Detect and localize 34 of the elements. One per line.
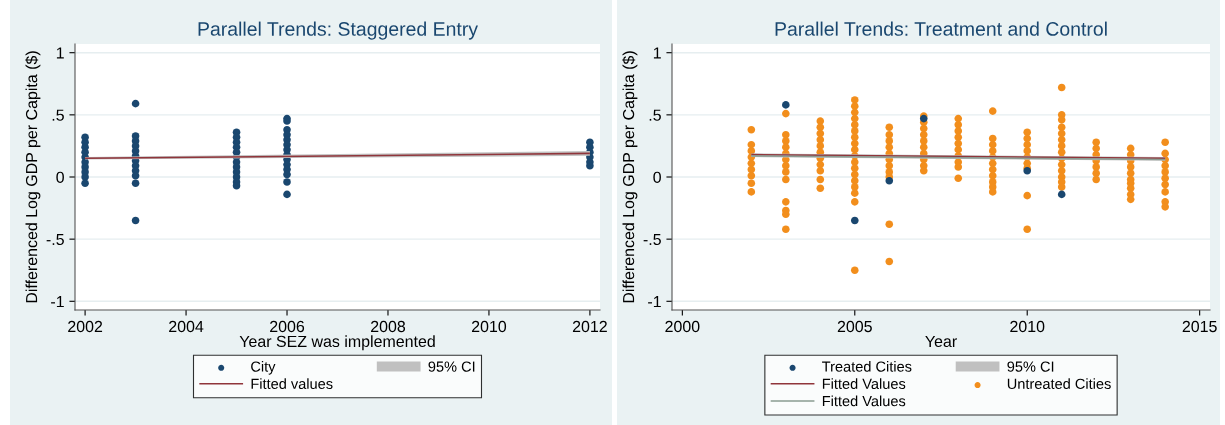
y-tick-label: 0	[653, 171, 661, 183]
legend-label: 95% CI	[1007, 361, 1054, 372]
y-tick-label: 1	[653, 47, 661, 59]
x-tick-label: 2005	[837, 320, 872, 333]
y-tick-label: .5	[649, 109, 661, 121]
x-tick-label: 2010	[1010, 320, 1045, 333]
y-tick-label: -1	[51, 296, 64, 308]
y-tick-label: -.5	[643, 233, 661, 246]
y-tick-label: .5	[52, 109, 64, 121]
x-tick-label: 2002	[68, 320, 103, 333]
y-tick-label: 0	[56, 171, 64, 183]
x-tick-label: 2006	[270, 320, 305, 333]
x-tick-label: 2004	[169, 320, 204, 333]
x-tick-label: 2000	[665, 320, 700, 333]
legend-label: Untreated Cities	[1007, 378, 1111, 390]
legend-label: Fitted values	[251, 378, 333, 390]
legend-label: City	[251, 361, 276, 375]
legend-label: Fitted Values	[822, 395, 906, 407]
x-tick-label: 2008	[371, 320, 406, 333]
y-axis-title: Differenced Log GDP per Capita ($)	[25, 51, 41, 303]
chart-title: Parallel Trends: Staggered Entry	[198, 21, 478, 40]
x-tick-label: 2015	[1182, 320, 1217, 333]
y-tick-label: -1	[648, 296, 661, 308]
legend-label: Treated Cities	[822, 361, 912, 372]
x-axis-title: Year	[925, 335, 957, 348]
chart-title: Parallel Trends: Treatment and Control	[775, 21, 1107, 36]
x-tick-label: 2010	[471, 320, 507, 333]
x-axis-title: Year SEZ was implemented	[239, 335, 435, 351]
y-axis-title: Differenced Log GDP per Capita ($)	[622, 51, 638, 303]
x-tick-label: 2012	[572, 320, 607, 333]
y-tick-label: -.5	[46, 233, 64, 246]
legend-label: Fitted Values	[822, 378, 906, 390]
legend-label: 95% CI	[428, 361, 475, 372]
y-tick-label: 1	[56, 47, 64, 59]
